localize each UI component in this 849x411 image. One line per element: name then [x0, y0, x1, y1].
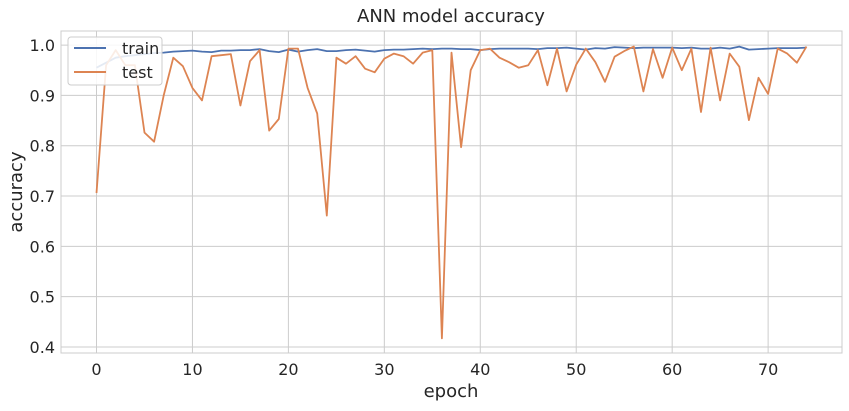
x-tick-label: 50 — [566, 360, 586, 379]
tick-labels: 0 10 20 30 40 50 60 70 0.4 0.5 0.6 0.7 0.8 0.9 1.0 — [30, 36, 779, 379]
series-line-train — [96, 45, 807, 69]
y-tick-label: 0.4 — [30, 338, 55, 357]
x-tick-label: 20 — [278, 360, 298, 379]
legend-train-label: train — [122, 39, 159, 58]
plot-frame — [60, 30, 843, 354]
y-axis-label: accuracy — [6, 151, 27, 233]
y-tick-label: 0.8 — [30, 137, 55, 156]
y-tick-label: 1.0 — [30, 36, 55, 55]
series-layer — [95, 45, 808, 340]
x-tick-label: 10 — [182, 360, 202, 379]
x-tick-label: 40 — [470, 360, 490, 379]
series-line-test — [95, 45, 808, 340]
grid-layer — [60, 30, 843, 354]
legend: train test — [67, 36, 163, 86]
y-tick-label: 0.9 — [30, 86, 55, 105]
x-tick-label: 0 — [91, 360, 101, 379]
x-tick-label: 60 — [662, 360, 682, 379]
x-tick-label: 70 — [758, 360, 778, 379]
y-tick-label: 0.5 — [30, 288, 55, 307]
x-tick-label: 30 — [374, 360, 394, 379]
y-tick-label: 0.7 — [30, 187, 55, 206]
x-axis-label: epoch — [424, 381, 479, 402]
chart-title: ANN model accuracy — [357, 6, 545, 27]
legend-test-label: test — [122, 63, 153, 82]
y-tick-label: 0.6 — [30, 237, 55, 256]
